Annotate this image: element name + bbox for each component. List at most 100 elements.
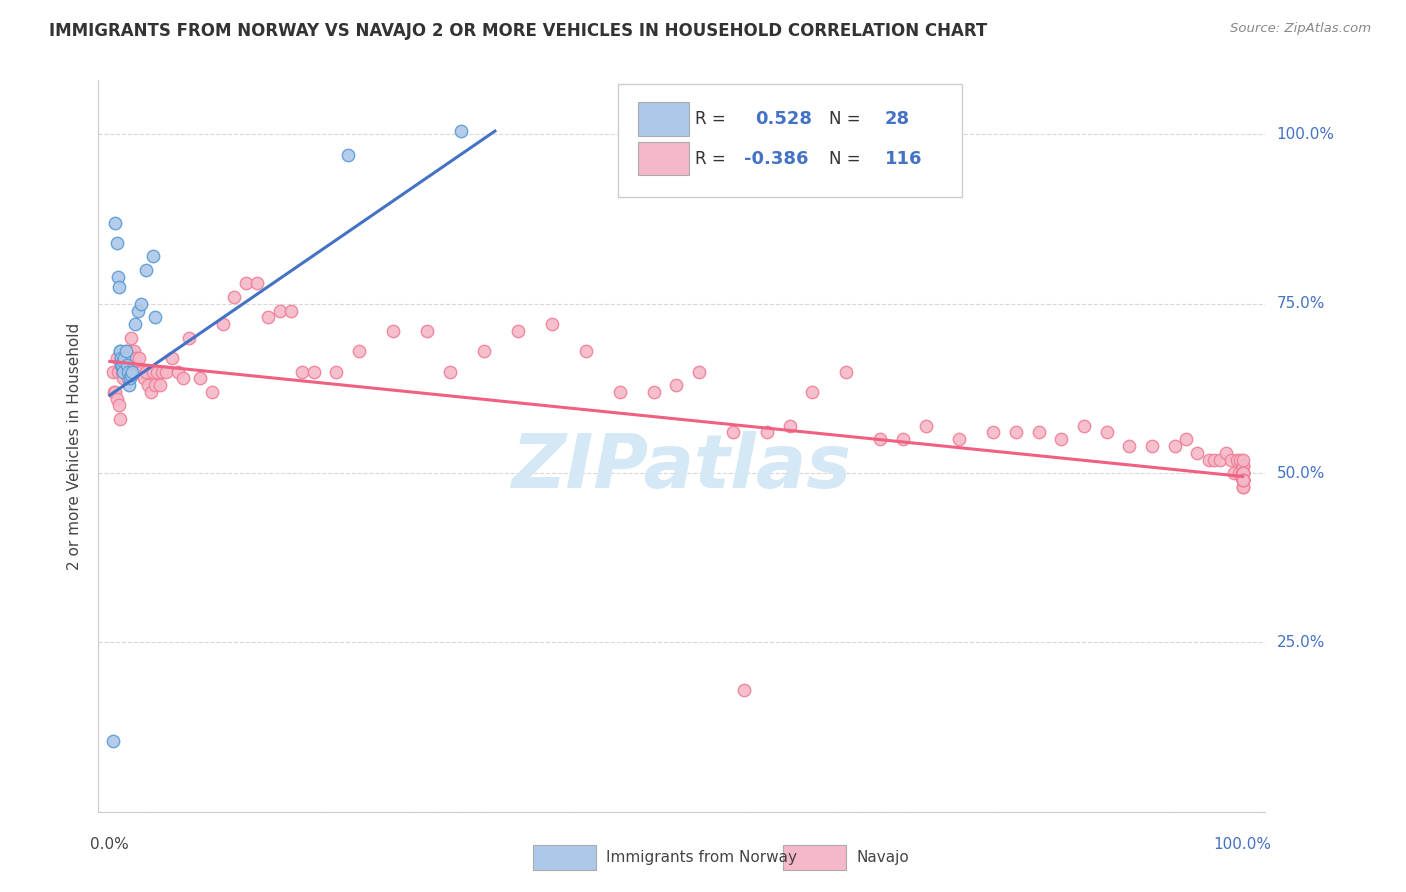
Point [125, 351, 148, 365]
Point [450, 124, 472, 138]
Point [143, 378, 166, 392]
Text: 75.0%: 75.0% [1277, 296, 1324, 311]
Point [108, 344, 131, 359]
Point [110, 358, 132, 372]
Point [1232, 473, 1254, 487]
Text: R =: R = [695, 110, 731, 128]
Point [1215, 446, 1237, 460]
Point [172, 371, 194, 385]
Point [105, 235, 128, 250]
Point [201, 384, 224, 399]
Point [104, 215, 127, 229]
FancyBboxPatch shape [617, 84, 962, 197]
Point [124, 317, 146, 331]
Point [1232, 473, 1254, 487]
Point [121, 364, 143, 378]
Point [1232, 480, 1254, 494]
Text: 100.0%: 100.0% [1277, 127, 1334, 142]
Point [983, 425, 1005, 440]
Point [112, 354, 135, 368]
Point [891, 432, 914, 446]
Text: Immigrants from Norway: Immigrants from Norway [606, 849, 797, 864]
Point [135, 263, 157, 277]
Point [246, 277, 269, 291]
Text: ZIPatlas: ZIPatlas [512, 432, 852, 505]
Point [733, 682, 755, 697]
FancyBboxPatch shape [783, 845, 846, 870]
Text: 0.528: 0.528 [755, 110, 813, 128]
Point [382, 324, 405, 338]
Point [1073, 418, 1095, 433]
Point [114, 344, 136, 359]
Point [110, 358, 132, 372]
Point [575, 344, 598, 359]
Text: IMMIGRANTS FROM NORWAY VS NAVAJO 2 OR MORE VEHICLES IN HOUSEHOLD CORRELATION CHA: IMMIGRANTS FROM NORWAY VS NAVAJO 2 OR MO… [49, 22, 987, 40]
Point [1232, 466, 1254, 480]
Point [108, 398, 131, 412]
Point [1232, 473, 1254, 487]
Text: Source: ZipAtlas.com: Source: ZipAtlas.com [1230, 22, 1371, 36]
Point [869, 432, 891, 446]
Point [101, 364, 124, 378]
Point [643, 384, 665, 399]
Point [135, 364, 157, 378]
Text: N =: N = [830, 150, 866, 168]
Point [127, 364, 149, 378]
Point [108, 412, 131, 426]
Text: 28: 28 [884, 110, 910, 128]
Point [108, 280, 131, 294]
Point [108, 344, 131, 359]
Point [212, 317, 235, 331]
Point [120, 371, 142, 385]
Text: 100.0%: 100.0% [1213, 837, 1272, 852]
Point [779, 418, 801, 433]
Point [150, 364, 173, 378]
Point [143, 310, 166, 325]
Point [1164, 439, 1187, 453]
Point [112, 364, 135, 378]
Point [280, 303, 302, 318]
Point [1232, 466, 1254, 480]
Point [1232, 473, 1254, 487]
Text: R =: R = [695, 150, 731, 168]
Point [190, 371, 212, 385]
Point [107, 269, 129, 284]
Point [1232, 473, 1254, 487]
Point [166, 364, 188, 378]
Point [117, 364, 139, 378]
Point [472, 344, 495, 359]
Point [104, 384, 127, 399]
Point [1204, 452, 1226, 467]
Point [111, 358, 134, 372]
Point [1187, 446, 1209, 460]
Point [127, 303, 149, 318]
Point [101, 733, 124, 747]
Point [721, 425, 744, 440]
Point [118, 351, 141, 365]
Point [139, 384, 162, 399]
Point [142, 364, 165, 378]
Point [110, 351, 132, 365]
Text: -0.386: -0.386 [744, 150, 808, 168]
FancyBboxPatch shape [637, 103, 689, 136]
Point [160, 351, 183, 365]
Point [1095, 425, 1118, 440]
Text: 25.0%: 25.0% [1277, 635, 1324, 650]
Point [1050, 432, 1073, 446]
Point [103, 384, 125, 399]
Point [1230, 466, 1253, 480]
Point [105, 351, 128, 365]
Point [1232, 473, 1254, 487]
Point [688, 364, 710, 378]
Point [609, 384, 631, 399]
Point [121, 364, 143, 378]
Point [149, 378, 172, 392]
Point [120, 331, 142, 345]
Point [114, 351, 136, 365]
Point [1140, 439, 1163, 453]
Point [1209, 452, 1232, 467]
Point [1226, 452, 1249, 467]
Text: 0.0%: 0.0% [90, 837, 129, 852]
Point [128, 351, 150, 365]
Point [665, 378, 688, 392]
